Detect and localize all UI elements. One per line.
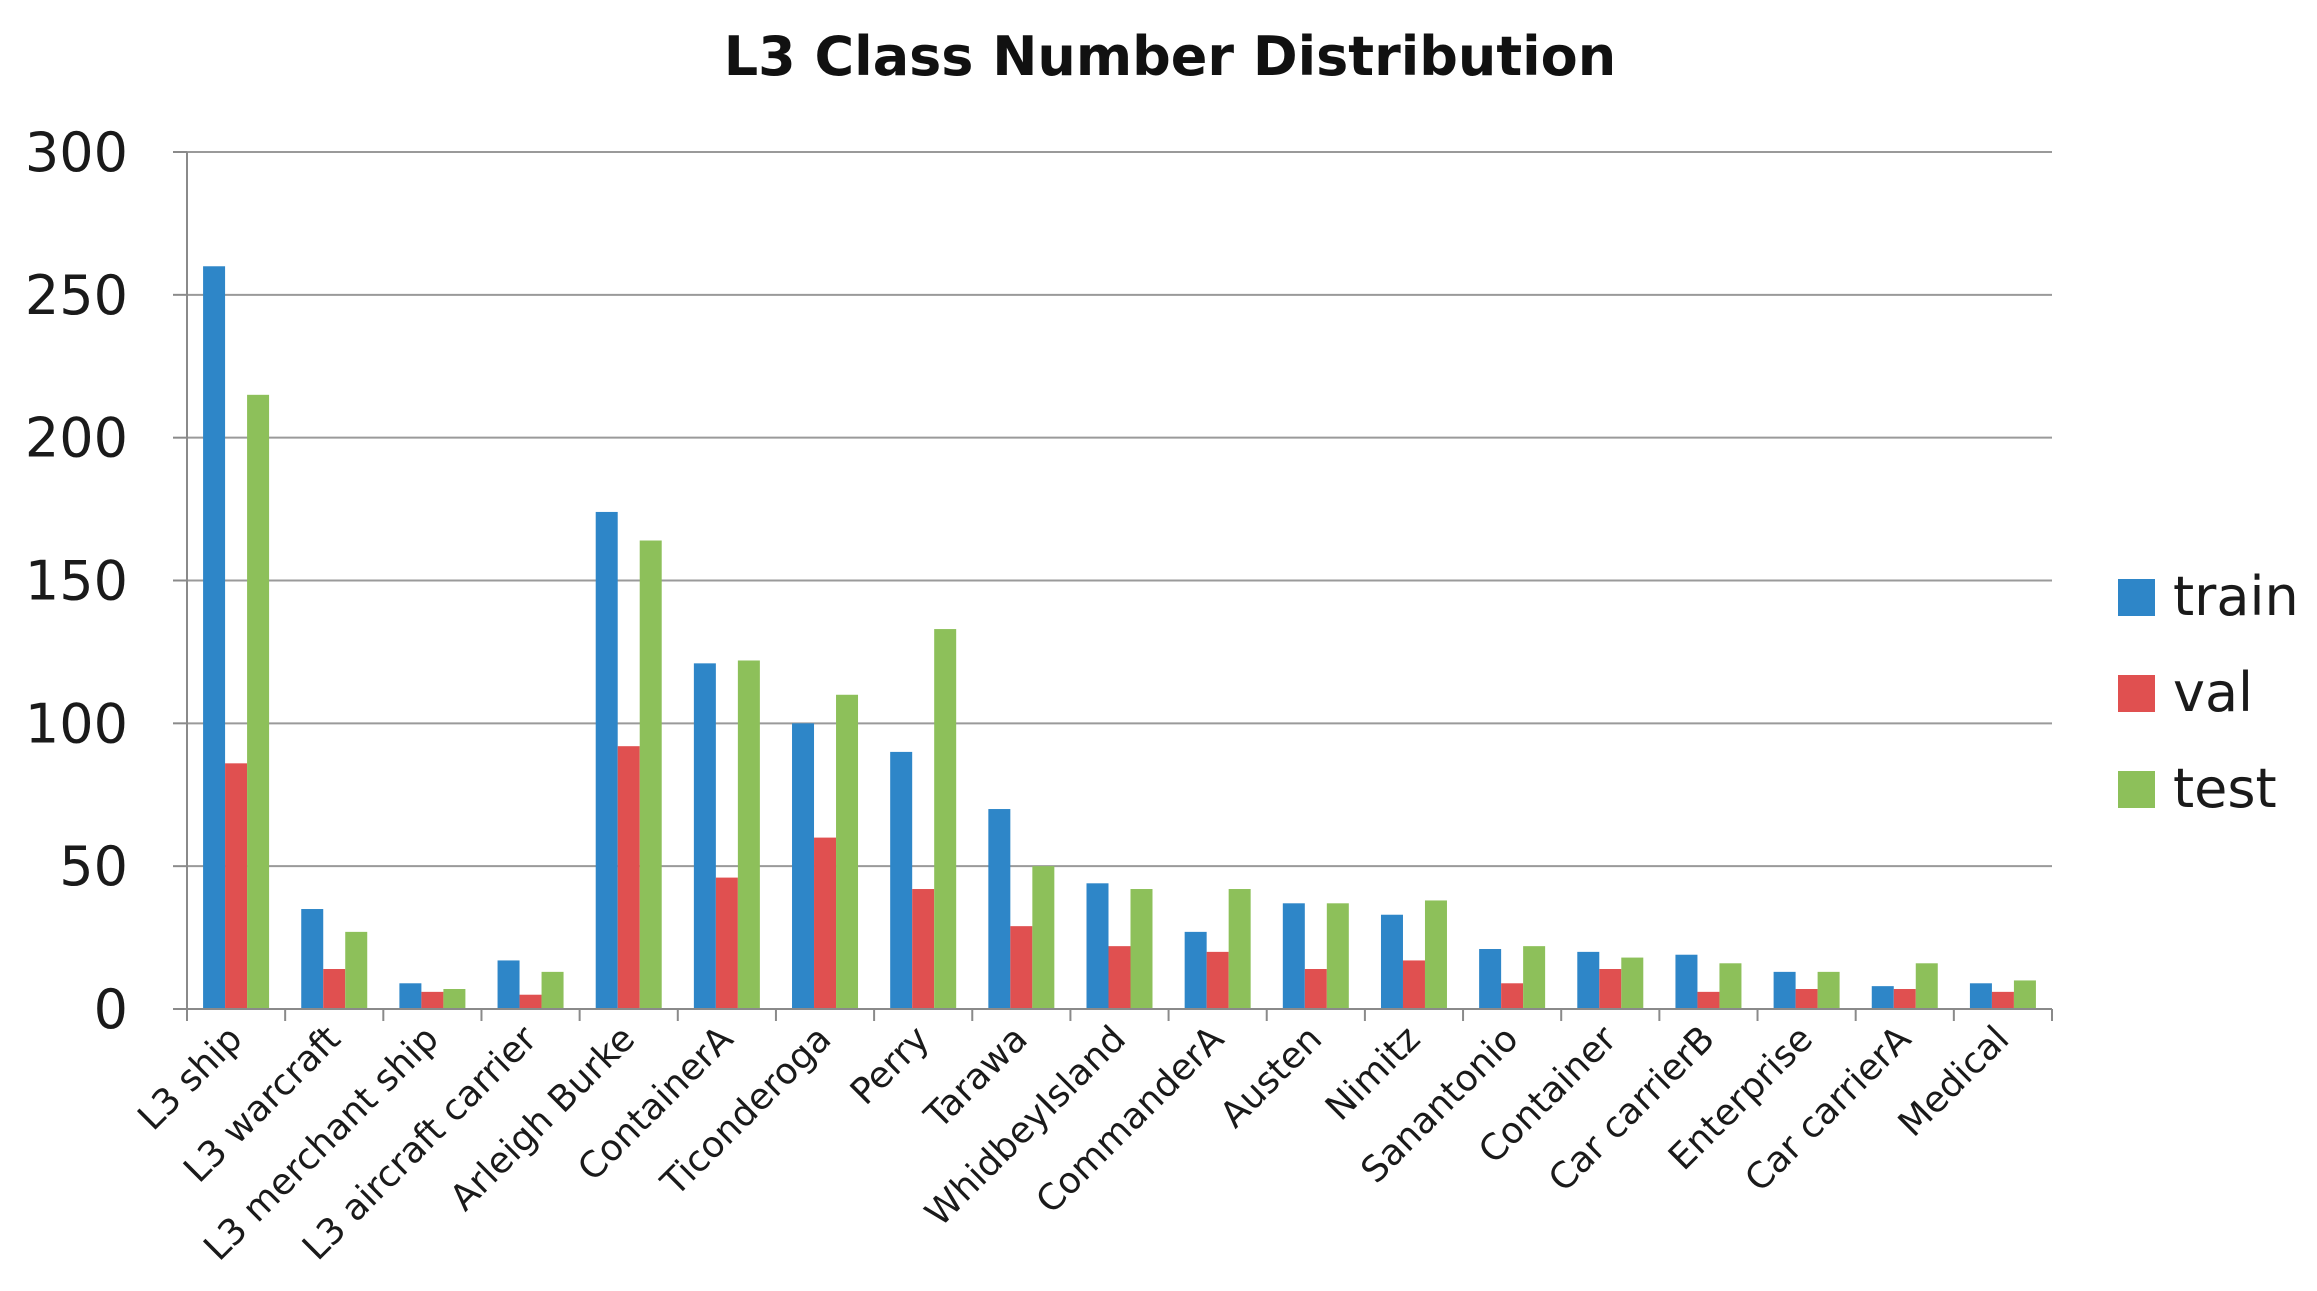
legend-swatch-train: [2118, 579, 2155, 616]
bar-train-12: [1282, 903, 1305, 1009]
bar-test-6: [737, 660, 760, 1009]
bar-test-10: [1130, 889, 1153, 1009]
bar-train-18: [1871, 986, 1894, 1009]
bar-test-18: [1915, 963, 1938, 1009]
bar-test-8: [934, 629, 957, 1009]
bar-val-12: [1304, 969, 1327, 1009]
bar-train-13: [1380, 914, 1403, 1009]
bar-val-13: [1402, 960, 1425, 1009]
bar-test-11: [1228, 889, 1251, 1009]
bar-test-7: [836, 694, 859, 1009]
axes: [186, 152, 2052, 1010]
bar-val-11: [1206, 951, 1229, 1009]
y-tick-label: 100: [25, 692, 128, 755]
bar-test-3: [443, 989, 466, 1009]
bar-val-14: [1501, 983, 1524, 1009]
bar-train-2: [301, 909, 324, 1009]
bar-train-8: [890, 751, 913, 1009]
bar-train-14: [1479, 949, 1502, 1009]
y-tick-label: 250: [25, 264, 128, 327]
y-tick-label: 300: [25, 121, 128, 184]
bar-val-19: [1991, 991, 2014, 1009]
bar-train-9: [988, 809, 1011, 1009]
chart-title: L3 Class Number Distribution: [724, 25, 1616, 88]
legend: train val test: [2118, 565, 2299, 820]
bar-train-4: [497, 960, 520, 1009]
legend-label-val: val: [2173, 661, 2253, 724]
bar-test-17: [1817, 971, 1840, 1009]
bar-val-3: [421, 991, 444, 1009]
bar-train-3: [399, 983, 422, 1009]
bar-train-5: [595, 511, 618, 1009]
bar-val-17: [1795, 989, 1818, 1009]
bar-val-2: [323, 969, 346, 1009]
bar-val-4: [519, 994, 542, 1009]
bars: [203, 266, 2036, 1010]
bar-test-15: [1621, 957, 1644, 1009]
bar-val-7: [814, 837, 837, 1009]
x-tick-label: Medical: [1891, 1018, 2018, 1145]
bar-train-17: [1773, 971, 1796, 1009]
bar-test-12: [1326, 903, 1349, 1009]
bar-train-19: [1969, 983, 1992, 1009]
x-tick-label: Perry: [843, 1018, 938, 1113]
y-tick-label: 0: [94, 978, 128, 1041]
bar-test-19: [2013, 980, 2036, 1009]
bar-test-5: [639, 540, 662, 1009]
bar-test-13: [1424, 900, 1447, 1009]
legend-swatch-test: [2118, 771, 2155, 808]
bar-test-9: [1032, 866, 1055, 1009]
legend-swatch-val: [2118, 675, 2155, 712]
x-tick-label: Austen: [1213, 1018, 1331, 1136]
bar-val-10: [1108, 946, 1131, 1009]
bar-val-9: [1010, 926, 1033, 1009]
bar-val-16: [1697, 991, 1720, 1009]
bar-train-11: [1184, 931, 1207, 1009]
bar-train-7: [792, 723, 815, 1009]
legend-label-train: train: [2173, 565, 2299, 628]
bar-train-6: [693, 663, 716, 1009]
bar-test-4: [541, 971, 564, 1009]
legend-label-test: test: [2173, 757, 2277, 820]
bar-test-14: [1523, 946, 1546, 1009]
bar-train-16: [1675, 954, 1698, 1009]
bar-val-5: [617, 746, 640, 1009]
bar-train-1: [203, 266, 226, 1009]
bar-val-1: [225, 763, 248, 1009]
y-tick-label: 200: [25, 407, 128, 470]
y-axis-ticks: 0 50 100 150 200 250 300: [25, 121, 187, 1041]
bar-val-15: [1599, 969, 1622, 1009]
bar-test-1: [247, 394, 270, 1010]
bar-val-18: [1893, 989, 1916, 1009]
bar-val-6: [715, 877, 738, 1009]
y-tick-label: 150: [25, 550, 128, 613]
y-tick-label: 50: [59, 835, 128, 898]
bar-train-10: [1086, 883, 1109, 1009]
x-tick-label: Ticonderoga: [653, 1018, 839, 1204]
gridlines: [187, 151, 2052, 868]
bar-test-16: [1719, 963, 1742, 1009]
bar-val-8: [912, 889, 935, 1009]
bar-train-15: [1577, 951, 1600, 1009]
bar-test-2: [345, 931, 368, 1009]
